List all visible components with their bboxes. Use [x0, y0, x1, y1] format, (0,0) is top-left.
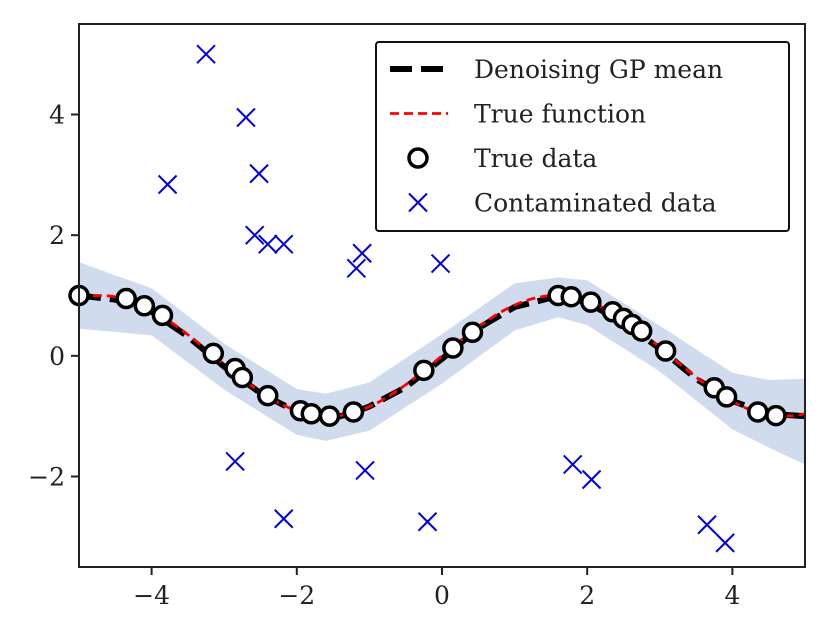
true-function-line — [79, 294, 805, 418]
contaminated-data-point — [249, 163, 269, 184]
true-data-point — [560, 285, 582, 308]
contaminated-data-point — [236, 107, 256, 128]
legend-item: True function — [390, 100, 646, 129]
contaminated-data-point — [258, 234, 278, 254]
contaminated-data-point — [430, 253, 451, 274]
true-data-point — [442, 337, 464, 359]
uncertainty-band-layer — [79, 262, 805, 465]
contaminated-data-point — [157, 174, 178, 195]
true-data-point — [461, 321, 484, 344]
legend-item: Contaminated data — [408, 189, 717, 218]
legend: Denoising GP mean True function True data C… — [375, 41, 790, 232]
legend-item: Denoising GP mean — [390, 55, 723, 84]
y-tick-label: 4 — [49, 101, 65, 130]
legend-symbol-contaminated-data — [408, 192, 428, 213]
x-tick-label: 2 — [579, 581, 595, 610]
contaminated-data-point — [244, 225, 265, 245]
contaminated-data-point — [274, 509, 294, 529]
true-data-point — [257, 384, 279, 407]
x-tick-label: −4 — [133, 581, 170, 610]
legend-label: Denoising GP mean — [474, 55, 723, 84]
contaminated-data-point — [715, 533, 735, 553]
true-data-point — [133, 295, 156, 317]
contaminated-data-point — [697, 515, 717, 535]
x-tick-label: −2 — [278, 581, 315, 610]
legend-item: True data — [407, 144, 597, 173]
true-data-point — [630, 320, 653, 342]
contaminated-data-point — [274, 234, 294, 254]
true-data-point — [654, 340, 677, 362]
contaminated-data-point — [581, 469, 602, 490]
true-data-point — [202, 342, 225, 365]
legend-label: True data — [474, 144, 597, 173]
x-tick-label: 4 — [724, 581, 740, 610]
true-data-point — [765, 404, 787, 427]
legend-box — [375, 41, 790, 232]
true-data-point — [747, 401, 769, 423]
true-data-point — [342, 401, 365, 423]
legend-label: Contaminated data — [474, 189, 717, 218]
contaminated-data-point — [346, 258, 367, 279]
true-data-point — [318, 405, 341, 427]
true-data-point — [413, 359, 435, 382]
contaminated-data-point — [225, 451, 245, 472]
true-data-point — [151, 304, 174, 327]
legend-label: True function — [474, 100, 646, 129]
x-tick-label: 0 — [434, 581, 450, 610]
y-tick-label: 2 — [49, 221, 65, 250]
contaminated-data-point — [196, 44, 216, 64]
true-data-point — [300, 403, 323, 425]
contaminated-data-point — [562, 454, 583, 475]
axis-ticks: −4 −2 0 2 4 −2 0 2 4 — [28, 101, 740, 611]
y-tick-label: 0 — [49, 342, 65, 371]
true-data-point — [231, 366, 254, 389]
y-tick-label: −2 — [28, 463, 65, 492]
legend-symbol-true-data — [407, 147, 429, 169]
true-data-point — [715, 386, 738, 408]
true-data-point — [580, 291, 602, 313]
true-data-point — [115, 287, 137, 310]
gp-uncertainty-band — [79, 262, 805, 465]
contaminated-data-point — [352, 243, 372, 263]
contaminated-data-point — [355, 460, 375, 481]
points-layer — [68, 44, 787, 553]
contaminated-data-point — [417, 512, 438, 532]
